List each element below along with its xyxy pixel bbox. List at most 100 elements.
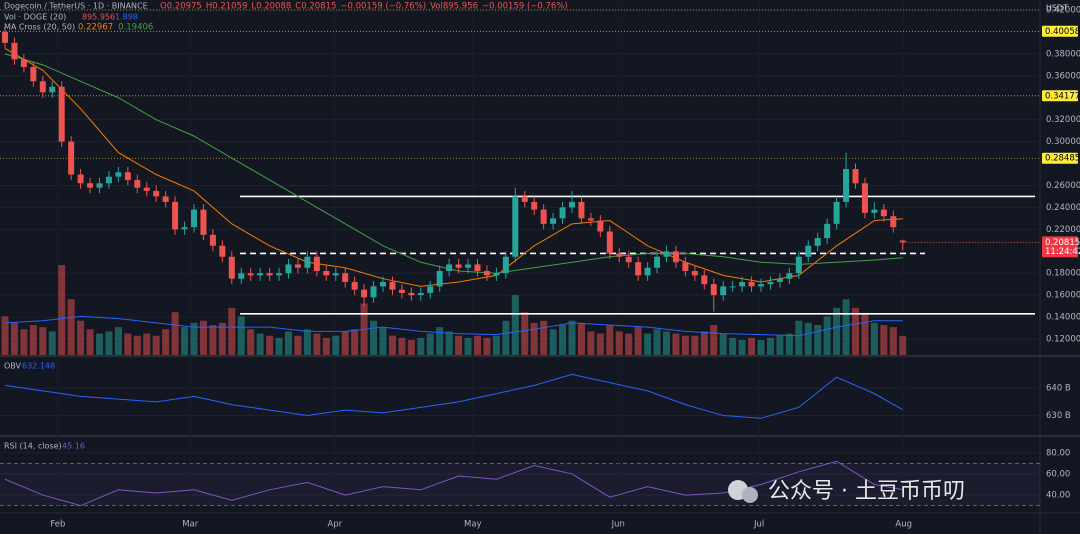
volume-bar bbox=[256, 333, 264, 355]
y-tick-label: 0.16000 bbox=[1046, 291, 1080, 301]
candle-body bbox=[351, 281, 358, 290]
candle-body bbox=[181, 227, 188, 230]
volume-bar bbox=[540, 320, 548, 355]
candle-body bbox=[672, 251, 679, 263]
volume-bar bbox=[48, 331, 56, 355]
candle-body bbox=[625, 256, 632, 263]
candle-body bbox=[569, 201, 575, 208]
candle-body bbox=[701, 275, 708, 285]
volume-bar bbox=[899, 335, 907, 355]
volume-bar bbox=[870, 322, 878, 355]
volume-bar bbox=[313, 333, 321, 355]
candle-body bbox=[578, 201, 585, 219]
volume-bar bbox=[171, 312, 179, 355]
volume-bar bbox=[228, 307, 236, 355]
candle-body bbox=[172, 201, 179, 230]
volume-bar bbox=[332, 335, 340, 355]
candle-body bbox=[644, 267, 651, 276]
y-tick-label: 0.14000 bbox=[1046, 313, 1080, 323]
candle-body bbox=[389, 281, 396, 290]
y-tick-label: 0.18000 bbox=[1046, 269, 1080, 279]
y-tick-label: 0.12000 bbox=[1046, 335, 1080, 345]
candle-body bbox=[502, 256, 509, 274]
x-tick-label: Feb bbox=[50, 520, 65, 530]
x-tick-label: May bbox=[464, 520, 482, 530]
candle-body bbox=[49, 86, 56, 93]
volume-bar bbox=[388, 335, 396, 355]
volume-bar bbox=[606, 325, 614, 355]
volume-bar bbox=[795, 320, 803, 355]
volume-bar bbox=[625, 333, 633, 355]
volume-bar bbox=[77, 320, 85, 355]
volume-bar bbox=[351, 329, 359, 355]
candle-body bbox=[720, 286, 727, 296]
candle-body bbox=[682, 262, 689, 272]
y-tick-label: 0.22000 bbox=[1046, 225, 1080, 235]
volume-bar bbox=[852, 307, 859, 355]
volume-bar bbox=[436, 327, 444, 355]
volume-bar bbox=[266, 335, 274, 355]
candle-body bbox=[247, 273, 254, 276]
candle-body bbox=[465, 264, 472, 268]
volume-bar bbox=[237, 316, 245, 355]
candle-body bbox=[786, 273, 793, 279]
volume-bar bbox=[511, 295, 519, 355]
candle-body bbox=[691, 271, 698, 276]
candle-body bbox=[739, 281, 746, 287]
level-label: 0.40058 bbox=[1045, 27, 1080, 37]
candle-body bbox=[729, 286, 736, 288]
volume-bar bbox=[1, 316, 9, 355]
ohlc-legend: O0.20975 bbox=[160, 2, 202, 12]
volume-bar bbox=[209, 325, 217, 355]
ohlc-legend: Vol895.956 bbox=[430, 2, 478, 12]
y-tick-label: 80.00 bbox=[1046, 448, 1070, 458]
candle-body bbox=[436, 271, 443, 287]
volume-bar bbox=[464, 337, 472, 355]
volume-bar bbox=[757, 340, 765, 355]
candle-body bbox=[654, 256, 661, 268]
volume-bar bbox=[474, 335, 481, 355]
candle-body bbox=[805, 245, 812, 257]
candle-body bbox=[153, 190, 160, 197]
candle-body bbox=[531, 201, 538, 210]
candle-body bbox=[814, 238, 821, 246]
volume-bar bbox=[738, 340, 746, 355]
volume-bar bbox=[766, 337, 774, 355]
candle-body bbox=[635, 262, 642, 276]
volume-ma bbox=[4, 315, 903, 337]
candle-body bbox=[871, 209, 878, 213]
volume-bar bbox=[114, 327, 122, 355]
volume-bar bbox=[615, 331, 623, 355]
y-tick-label: 0.42000 bbox=[1046, 6, 1080, 16]
volume-bar bbox=[10, 322, 18, 355]
y-tick-label: 0.36000 bbox=[1046, 71, 1080, 81]
y-tick-label: 0.26000 bbox=[1046, 181, 1080, 191]
volume-bar bbox=[275, 337, 283, 355]
volume-legend-value: 895.956 bbox=[82, 13, 115, 22]
candle-body bbox=[162, 196, 169, 202]
volume-bar bbox=[67, 299, 75, 355]
volume-bar bbox=[710, 325, 718, 355]
volume-bar bbox=[672, 333, 680, 355]
volume-bar bbox=[181, 327, 189, 355]
candle-body bbox=[597, 220, 604, 232]
volume-bar bbox=[303, 329, 311, 355]
volume-bar bbox=[559, 325, 567, 355]
candle-body bbox=[843, 169, 850, 202]
candle-body bbox=[890, 216, 897, 228]
candle-body bbox=[446, 264, 453, 272]
y-tick-label: 40.00 bbox=[1046, 491, 1070, 501]
candle-body bbox=[512, 196, 519, 257]
candle-body bbox=[323, 271, 330, 276]
candle-body bbox=[587, 218, 594, 221]
candle-body bbox=[191, 209, 197, 228]
volume-bar bbox=[417, 337, 425, 355]
y-tick-label: 630 B bbox=[1046, 411, 1071, 421]
volume-bar bbox=[521, 312, 529, 355]
candle-body bbox=[795, 256, 802, 274]
volume-bar bbox=[39, 327, 47, 355]
watermark-icon bbox=[742, 487, 758, 503]
obv-legend-value: 632.148 bbox=[22, 362, 55, 371]
y-tick-label: 0.30000 bbox=[1046, 137, 1080, 147]
level-label: 0.28485 bbox=[1045, 154, 1080, 164]
